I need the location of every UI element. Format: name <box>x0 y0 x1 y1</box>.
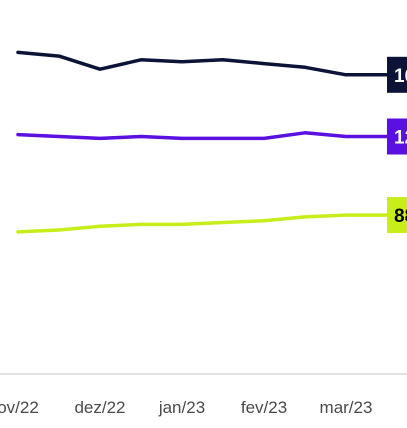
end-label-box <box>387 197 407 234</box>
end-label-text: 127 <box>394 128 407 149</box>
series-layer <box>16 50 389 234</box>
x-tick-label: dez/22 <box>74 398 125 417</box>
series-line-1 <box>16 131 389 141</box>
series-end-label-1: 127 <box>387 118 407 155</box>
end-labels-layer: 165 127 88 <box>387 56 407 234</box>
series-end-label-2: 88 <box>387 197 407 234</box>
series-line-2 <box>16 213 389 234</box>
end-label-text: 88 <box>394 206 407 227</box>
x-tick-label: fev/23 <box>241 398 287 417</box>
end-label-box <box>387 56 407 93</box>
end-label-box <box>387 118 407 155</box>
end-label-text: 165 <box>394 66 407 87</box>
x-tick-label: jan/23 <box>158 398 205 417</box>
x-tick-label: mar/23 <box>320 398 373 417</box>
series-line-0 <box>16 50 389 77</box>
series-end-label-0: 165 <box>387 56 407 93</box>
x-tick-label: ov/22 <box>0 398 39 417</box>
